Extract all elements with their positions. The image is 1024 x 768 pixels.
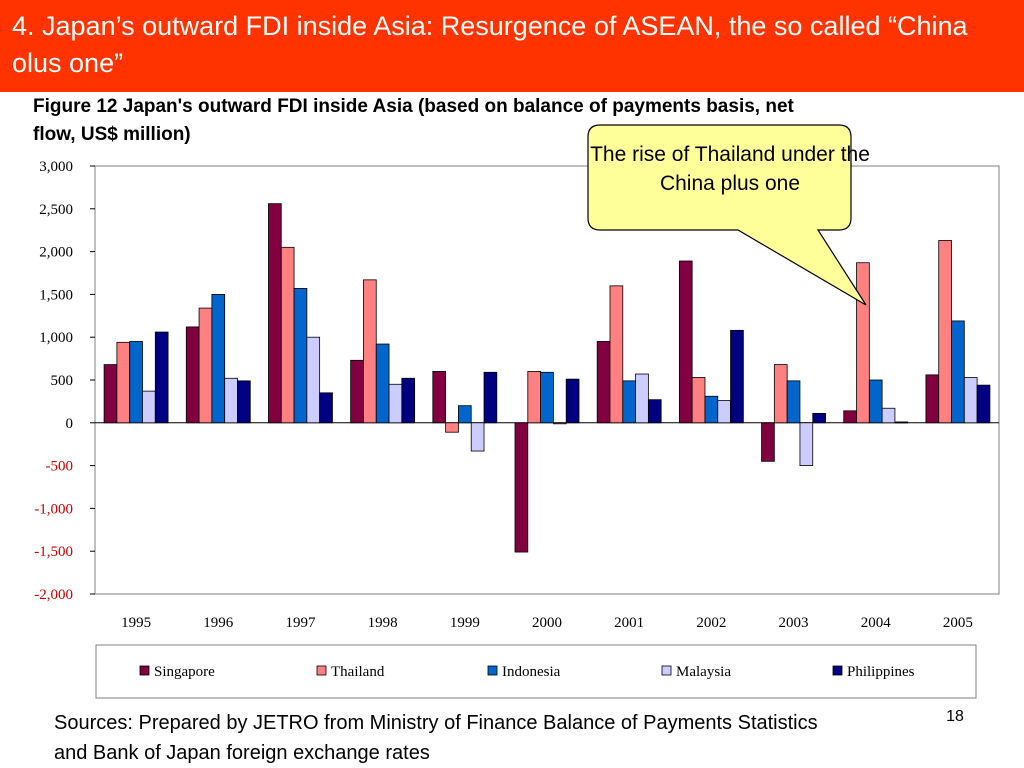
x-tick-label: 2000 — [532, 615, 562, 631]
bar-indonesia-1999 — [458, 405, 472, 424]
page-number: 18 — [946, 708, 964, 725]
bar-indonesia-1998 — [375, 343, 390, 424]
bar-indonesia-2005 — [951, 320, 965, 424]
sources-note: Sources: Prepared by JETRO from Ministry… — [54, 712, 818, 764]
bar-thailand-2003 — [773, 364, 788, 424]
y-tick-label: 0 — [66, 416, 74, 432]
bar-philippines-2003 — [812, 412, 826, 424]
bar-malaysia-1999 — [470, 422, 485, 452]
bar-indonesia-1996 — [211, 293, 226, 424]
bar-philippines-1999 — [483, 371, 498, 424]
bar-philippines-2005 — [976, 384, 991, 424]
plot-area: 3,000 2,500 2,000 1,500 1,000 500 0 -500 -1,000 -… — [34, 159, 1000, 631]
x-tick-label: 2001 — [614, 615, 644, 631]
x-tick-label: 1996 — [203, 615, 234, 631]
legend-swatch-indonesia — [487, 665, 498, 676]
bar-philippines-2004 — [894, 421, 909, 424]
bar-indonesia-1995 — [129, 341, 143, 424]
bar-singapore-2002 — [678, 260, 693, 424]
bar-philippines-2000 — [565, 378, 580, 424]
bar-singapore-2000 — [514, 422, 529, 553]
legend-swatch-singapore — [139, 665, 150, 676]
bar-singapore-2003 — [761, 422, 775, 462]
legend-label-malaysia: Malaysia — [676, 664, 731, 680]
x-tick-label: 1997 — [285, 615, 316, 631]
bar-philippines-1996 — [237, 380, 251, 424]
bar-philippines-2001 — [647, 399, 662, 424]
figure-title: Figure 12 Japan's outward FDI inside Asi… — [33, 96, 794, 145]
bar-indonesia-2003 — [786, 380, 801, 424]
bar-thailand-2005 — [938, 240, 952, 424]
bar-singapore-1997 — [268, 203, 282, 424]
legend-label-thailand: Thailand — [331, 664, 385, 680]
bar-malaysia-2001 — [635, 373, 649, 424]
bar-thailand-1997 — [280, 246, 295, 424]
legend-swatch-thailand — [316, 665, 327, 676]
bar-singapore-1999 — [432, 371, 447, 424]
bar-thailand-2002 — [691, 377, 706, 424]
bar-malaysia-2005 — [963, 377, 978, 424]
x-tick-label: 2004 — [861, 615, 892, 631]
bar-thailand-1999 — [445, 422, 459, 433]
bar-malaysia-2003 — [799, 422, 814, 466]
bar-thailand-2000 — [527, 371, 541, 424]
y-tick-label: 2,000 — [39, 245, 73, 261]
y-tick-label: 500 — [51, 373, 74, 389]
legend-swatch-philippines — [832, 665, 843, 676]
legend-label-philippines: Philippines — [847, 664, 915, 680]
bar-malaysia-1996 — [224, 377, 238, 424]
bar-indonesia-2001 — [622, 380, 636, 424]
x-tick-label: 2002 — [696, 615, 726, 631]
y-tick-label: -500 — [46, 459, 74, 475]
bar-singapore-2005 — [925, 374, 940, 424]
y-tick-label: 2,500 — [39, 202, 73, 218]
x-tick-label: 2003 — [779, 615, 809, 631]
bar-philippines-2002 — [730, 329, 744, 424]
y-tick-label: 1,000 — [39, 330, 73, 346]
bar-indonesia-2002 — [704, 395, 719, 424]
bar-thailand-2004 — [856, 262, 870, 424]
y-tick-label: -2,000 — [34, 587, 73, 603]
bar-philippines-1995 — [154, 331, 169, 424]
callout-text: The rise of Thailand under the China plu… — [590, 143, 870, 195]
bar-singapore-2004 — [843, 410, 857, 424]
bar-philippines-1998 — [401, 377, 416, 424]
x-tick-label: 2005 — [943, 615, 973, 631]
y-tick-label: 3,000 — [39, 159, 73, 175]
bar-thailand-1995 — [116, 341, 131, 424]
x-tick-label: 1995 — [121, 615, 151, 631]
bar-thailand-1998 — [363, 279, 377, 424]
bar-singapore-2001 — [596, 341, 611, 424]
bar-indonesia-2004 — [868, 379, 883, 424]
y-tick-label: -1,000 — [34, 501, 73, 517]
callout-bubble — [587, 124, 867, 306]
slide-title: 4. Japan’s outward FDI inside Asia: Resu… — [12, 11, 968, 78]
x-tick-label: 1999 — [450, 615, 480, 631]
y-tick-label: -1,500 — [34, 544, 73, 560]
legend-label-singapore: Singapore — [154, 664, 215, 680]
bar-singapore-1998 — [350, 359, 364, 424]
bar-indonesia-2000 — [540, 371, 554, 424]
bar-singapore-1996 — [185, 326, 200, 424]
bar-singapore-1995 — [103, 364, 118, 424]
bar-malaysia-2000 — [553, 422, 567, 425]
legend-label-indonesia: Indonesia — [502, 664, 561, 680]
bar-malaysia-1995 — [142, 390, 156, 424]
bar-philippines-1997 — [319, 392, 333, 424]
title-bar: 4. Japan’s outward FDI inside Asia: Resu… — [0, 0, 1024, 92]
x-tick-label: 1998 — [368, 615, 398, 631]
bar-malaysia-1997 — [306, 336, 321, 424]
bar-malaysia-1998 — [388, 383, 403, 424]
legend-box — [95, 644, 977, 699]
legend: Singapore Thailand Indonesia Malaysia Philip… — [95, 644, 977, 699]
bar-indonesia-1997 — [293, 288, 308, 424]
bar-malaysia-2004 — [881, 407, 896, 424]
bar-thailand-1996 — [198, 307, 213, 424]
bar-malaysia-2002 — [717, 400, 731, 424]
y-tick-label: 1,500 — [39, 287, 73, 303]
legend-swatch-malaysia — [661, 665, 672, 676]
callout-shape — [587, 124, 867, 306]
bar-thailand-2001 — [609, 285, 624, 424]
